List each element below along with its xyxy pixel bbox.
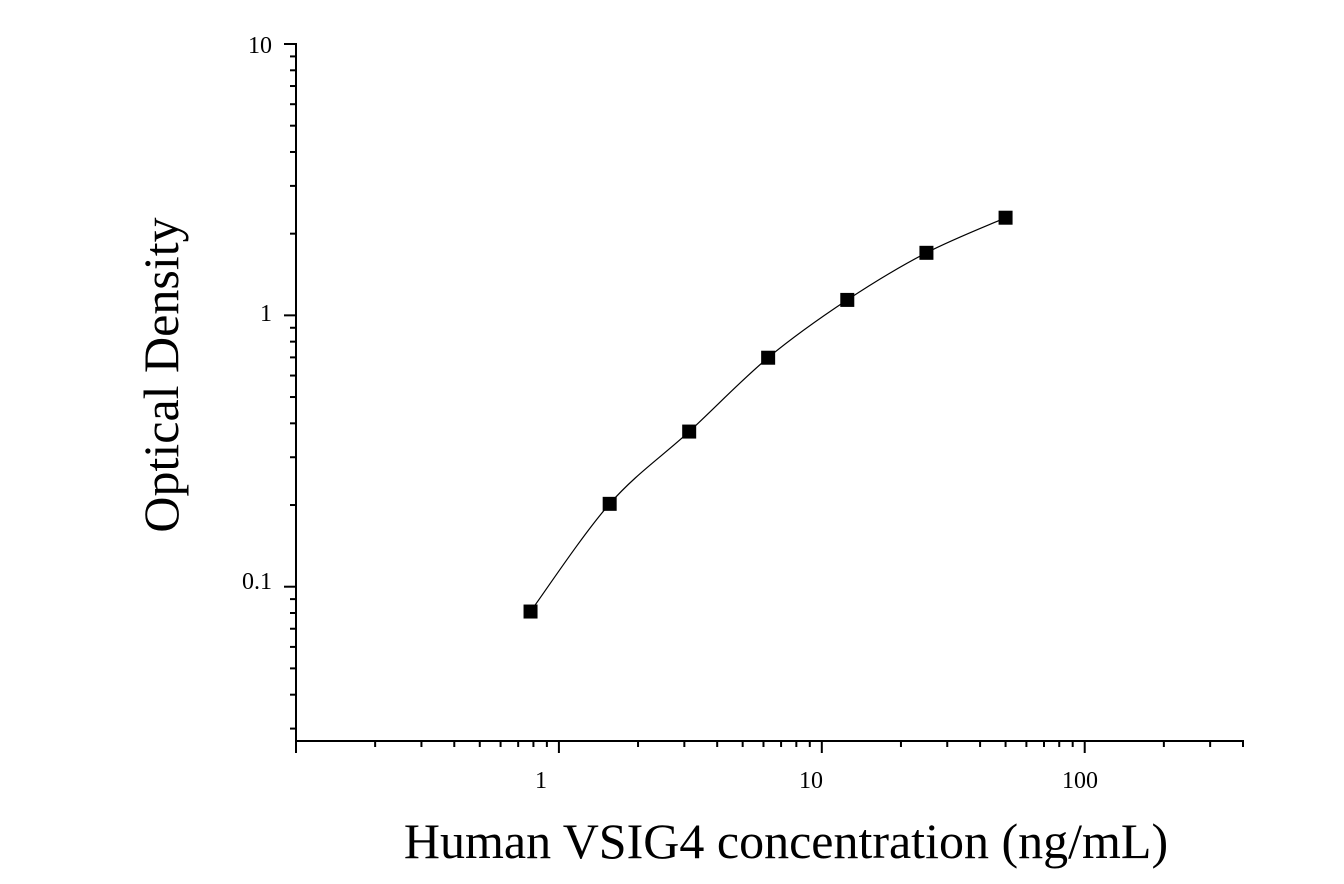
fit-curve xyxy=(530,217,1006,612)
x-ticks xyxy=(295,741,1244,753)
y-ticks xyxy=(284,43,296,730)
data-point xyxy=(602,496,617,511)
y-axis-title: Optical Density xyxy=(133,217,189,532)
y-tick-label: 1 xyxy=(260,301,272,327)
data-point xyxy=(998,210,1013,225)
y-tick-labels: 10 1 0.1 xyxy=(242,33,272,595)
x-axis-title: Human VSIG4 concentration (ng/mL) xyxy=(404,813,1168,869)
data-point xyxy=(523,604,538,619)
x-tick-label: 10 xyxy=(799,768,823,794)
axes xyxy=(295,43,1244,742)
x-tick-label: 100 xyxy=(1062,768,1098,794)
data-point xyxy=(840,292,855,307)
data-points xyxy=(523,210,1013,619)
x-tick-label: 1 xyxy=(535,768,547,794)
x-tick-labels: 1 10 100 xyxy=(535,768,1098,794)
y-tick-label: 10 xyxy=(248,33,272,59)
y-tick-label: 0.1 xyxy=(242,569,272,595)
data-point xyxy=(919,245,934,260)
data-point xyxy=(682,424,697,439)
data-point xyxy=(761,350,776,365)
